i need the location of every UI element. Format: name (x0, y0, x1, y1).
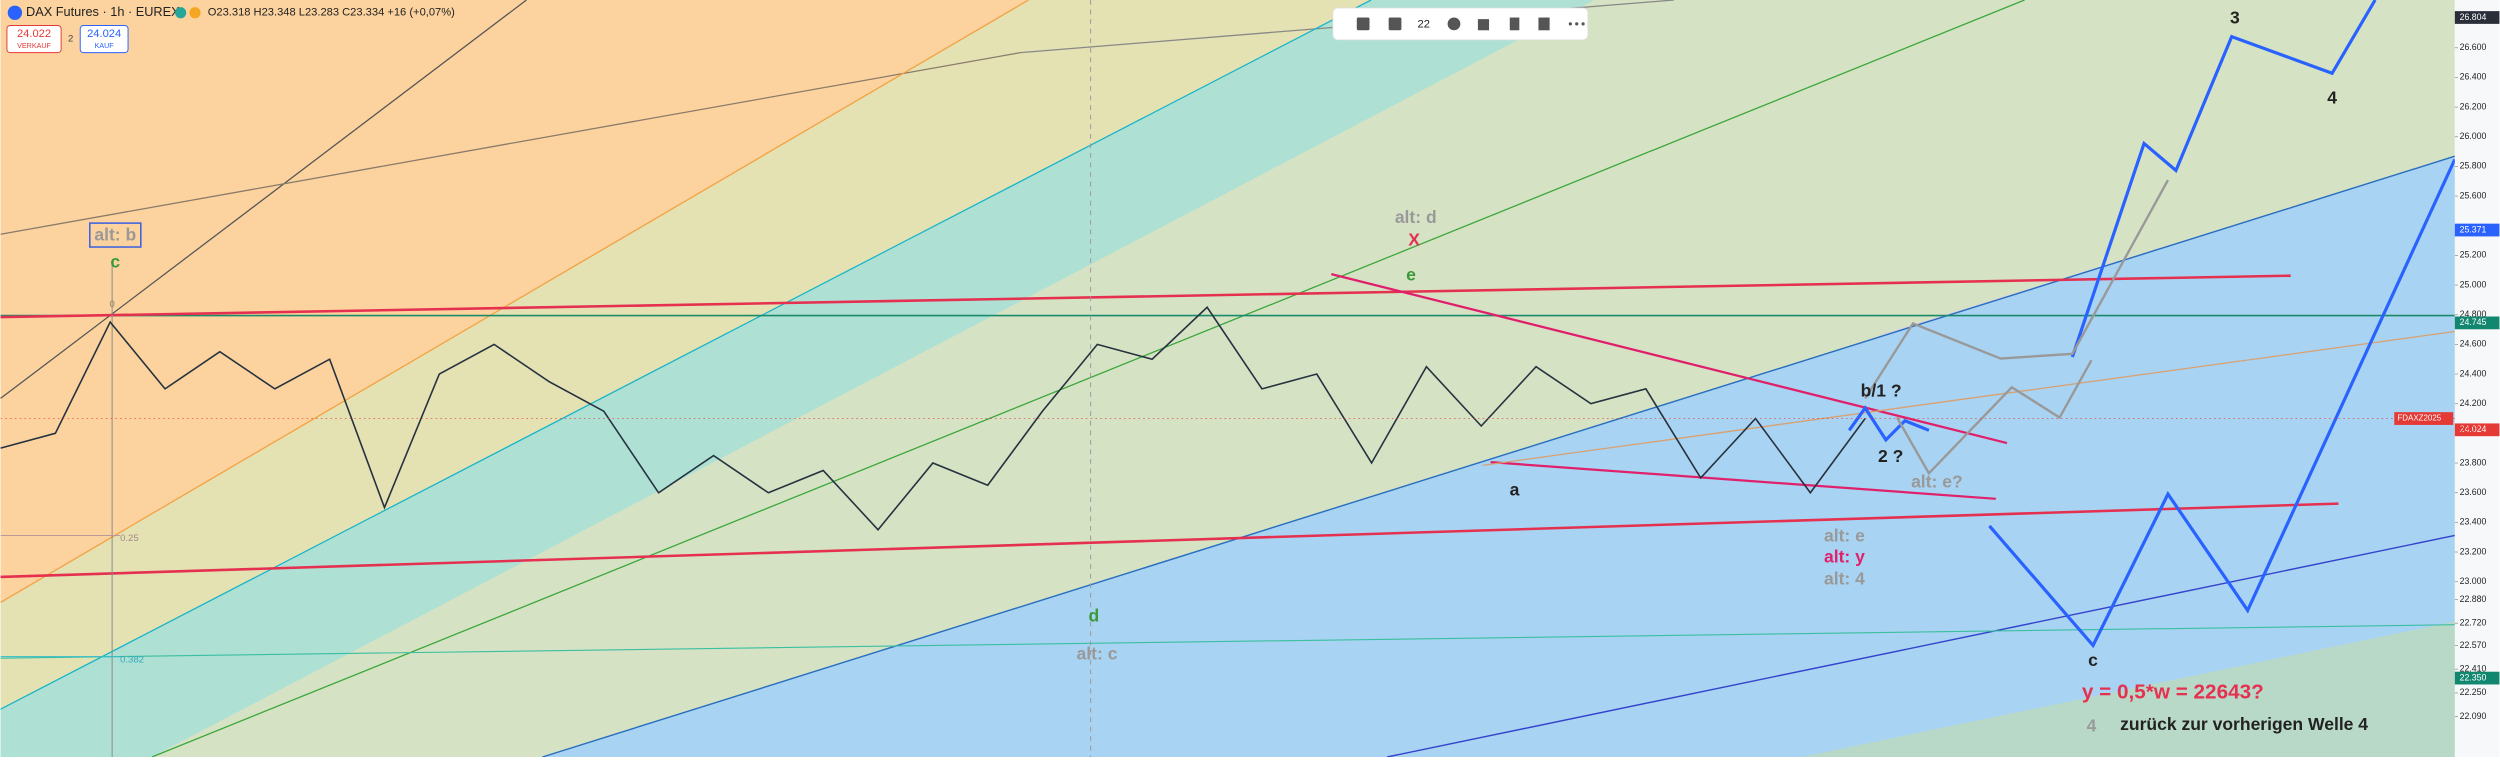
label: alt: b (94, 224, 136, 244)
label: c (2088, 650, 2098, 670)
label: 4 (2087, 715, 2097, 735)
header: DAX Futures · 1h · EUREX O23.318 H23.348… (6, 4, 455, 54)
price-series (0, 306, 2455, 531)
label: alt: e? (1911, 472, 1963, 492)
price-marker (2454, 223, 2500, 237)
price-marker (2454, 671, 2500, 685)
label: c (110, 252, 120, 272)
price-marker-label: 24.024 (2460, 424, 2487, 434)
sell-label: VERKAUF (17, 42, 51, 50)
buy-button[interactable] (79, 25, 129, 54)
price-marker-label: 26.804 (2460, 12, 2487, 22)
spread: 2 (68, 34, 73, 45)
y-tick-label: 24.600 (2460, 339, 2487, 349)
icon[interactable] (1538, 17, 1550, 31)
label: 3 (2230, 8, 2240, 28)
price-axis-labels: 26.600 26.400 26.200 26.000 25.800 25.600 25.2… (2394, 11, 2500, 721)
icon[interactable] (1509, 17, 1520, 31)
icon[interactable] (1356, 17, 1370, 31)
price-marker-label: 24.745 (2460, 317, 2487, 327)
price-line (0, 306, 1866, 531)
label: alt: e (1824, 526, 1865, 546)
price-marker (2454, 316, 2500, 330)
label: b/1 ? (1861, 381, 1902, 401)
buy-label: KAUF (95, 42, 115, 50)
background (0, 0, 2455, 758)
price-axis (2454, 0, 2500, 757)
y-tick-label: 22.570 (2460, 640, 2487, 650)
symbol: DAX Futures · 1h · EUREX (26, 4, 180, 19)
price-marker-label: 22.350 (2460, 672, 2487, 682)
y-tick-label: 23.600 (2460, 487, 2487, 497)
y-tick-label: 24.800 (2460, 309, 2487, 319)
y-tick-label: 24.200 (2460, 398, 2487, 408)
icon[interactable] (1388, 17, 1402, 31)
label: 2 ? (1878, 446, 1903, 466)
countdown: 00:07 (2460, 425, 2480, 434)
y-tick-label: 22.250 (2460, 687, 2487, 697)
price-marker-label: 25.371 (2460, 224, 2487, 234)
y-tick-label: 25.200 (2460, 250, 2487, 260)
icon[interactable] (1447, 17, 1461, 31)
y-tick-label: 22.090 (2460, 711, 2487, 721)
y-tick-label: 26.400 (2460, 72, 2487, 82)
y-tick-label: 25.000 (2460, 279, 2487, 289)
y-tick-label: 23.400 (2460, 517, 2487, 527)
price-marker (2454, 423, 2500, 437)
fib-label: 0 (109, 299, 114, 310)
y-tick-label: 25.600 (2460, 190, 2487, 200)
y-tick-label: 26.200 (2460, 101, 2487, 111)
label: alt: d (1395, 207, 1437, 227)
label: alt: 4 (1824, 569, 1865, 589)
y-tick-label: 23.200 (2460, 546, 2487, 556)
y-tick-label: 26.600 (2460, 42, 2487, 52)
ohlc: O23.318 H23.348 L23.283 C23.334 +16 (+0,… (208, 7, 455, 19)
buy-price: 24.024 (87, 28, 121, 40)
y-tick-label: 22.880 (2460, 594, 2487, 604)
y-tick-label: 25.800 (2460, 161, 2487, 171)
label: e (1406, 264, 1416, 284)
y-tick-label: 22.410 (2460, 664, 2487, 674)
y-tick-label: 24.400 (2460, 368, 2487, 378)
size-button[interactable]: 22 (1418, 19, 1430, 31)
label: X (1408, 229, 1420, 249)
sell-button[interactable] (6, 25, 62, 54)
y-tick-label: 22.720 (2460, 618, 2487, 628)
series-tag (2394, 412, 2454, 425)
y-tick-label: 23.800 (2460, 457, 2487, 467)
label: zurück zur vorherigen Welle 4 (2120, 714, 2368, 734)
label: alt: c (1077, 644, 1118, 664)
label: y = 0,5*w = 22643? (2082, 681, 2264, 704)
fib-label: 0.382 (120, 654, 144, 665)
icon[interactable] (1477, 19, 1490, 31)
label: d (1088, 605, 1099, 625)
y-tick-label: 26.000 (2460, 131, 2487, 141)
label: alt: y (1824, 546, 1865, 566)
label: a (1510, 479, 1520, 499)
price-marker (2454, 11, 2500, 24)
series-name: FDAXZ2025 (2397, 414, 2441, 423)
annotations: alt: b c 0 0.25 0.382 alt: d X e a b/1 ?… (94, 8, 2368, 736)
fib-label: 0.25 (120, 533, 139, 544)
sell-price: 24.022 (17, 28, 51, 40)
label: 4 (2327, 87, 2337, 107)
y-tick-label: 23.000 (2460, 576, 2487, 586)
drawing-toolbar: 22 (1332, 7, 1589, 41)
